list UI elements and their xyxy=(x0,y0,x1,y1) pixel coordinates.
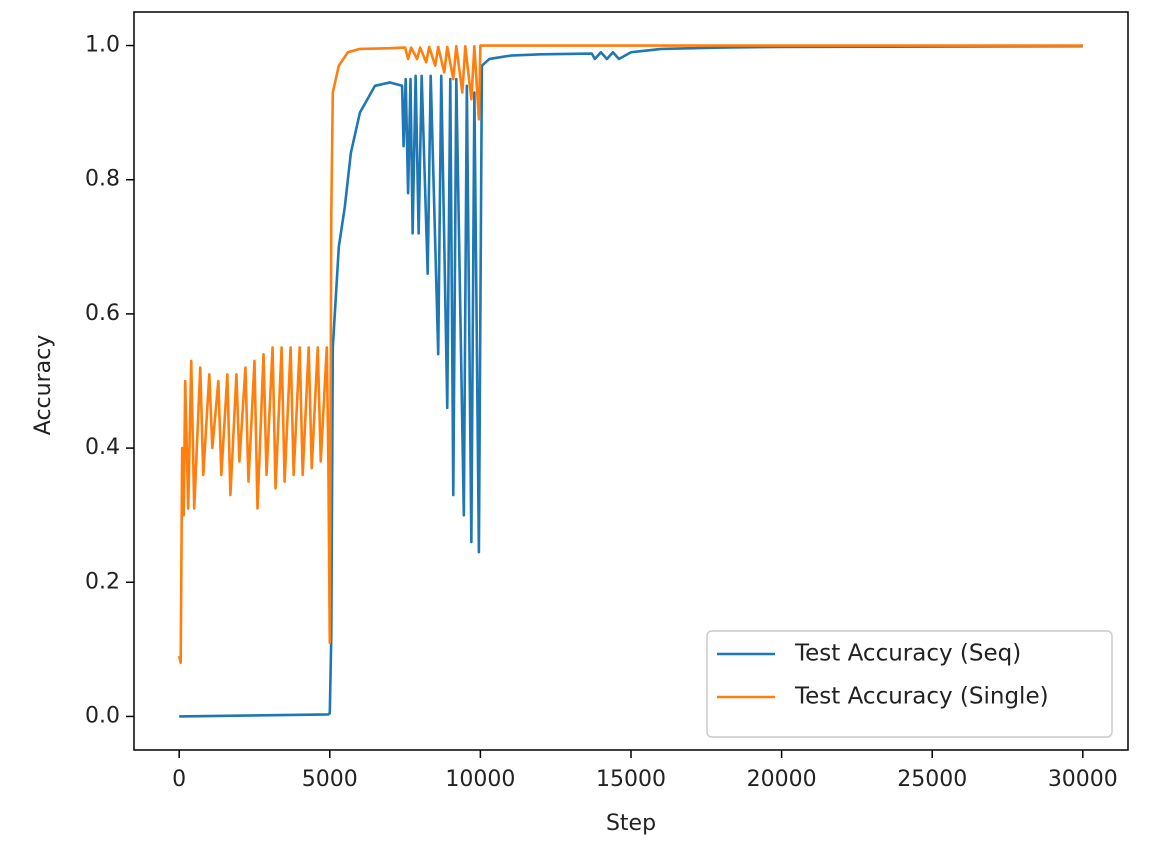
y-tick-label: 0.6 xyxy=(85,301,120,326)
x-tick-label: 15000 xyxy=(596,767,666,792)
y-tick-label: 1.0 xyxy=(85,33,120,58)
x-tick-label: 30000 xyxy=(1048,767,1118,792)
x-tick-label: 0 xyxy=(172,767,186,792)
x-axis-label: Step xyxy=(606,811,656,836)
legend-label: Test Accuracy (Single) xyxy=(794,684,1049,710)
legend-box xyxy=(706,630,1113,738)
x-tick-label: 5000 xyxy=(302,767,358,792)
y-tick-label: 0.4 xyxy=(85,435,120,460)
x-tick-label: 25000 xyxy=(897,767,967,792)
y-tick-label: 0.8 xyxy=(85,167,120,192)
legend: Test Accuracy (Seq) Test Accuracy (Single… xyxy=(706,630,1113,738)
plot-frame xyxy=(133,11,1129,751)
x-tick-label: 10000 xyxy=(445,767,515,792)
legend-label: Test Accuracy (Seq) xyxy=(794,641,1021,667)
line-series xyxy=(177,44,1083,665)
y-axis-label: Accuracy xyxy=(31,335,56,435)
y-tick-label: 0.2 xyxy=(85,569,120,594)
line-series xyxy=(179,44,1083,718)
y-tick-label: 0.0 xyxy=(85,703,120,728)
x-tick-label: 20000 xyxy=(747,767,817,792)
